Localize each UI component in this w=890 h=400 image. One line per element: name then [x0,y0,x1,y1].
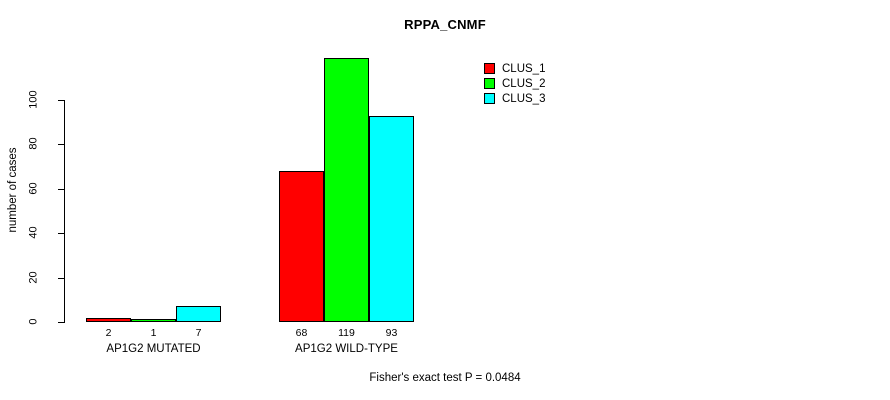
legend-item-label: CLUS_2 [502,77,546,90]
bar-value-label: 68 [295,327,308,339]
y-axis-tick [58,277,64,279]
legend-item-clus_3: CLUS_3 [484,91,545,106]
legend-swatch-icon [484,93,495,104]
y-axis-tick [58,188,64,190]
y-axis-line [64,100,65,323]
y-axis-tick-label: 100 [10,90,54,108]
y-axis-tick-label-text: 40 [27,226,40,239]
bar-value-label: 1 [150,327,157,339]
legend: CLUS_1 CLUS_2 CLUS_3 [484,61,545,106]
bar-clus_3-2 [369,115,414,322]
legend-item-label: CLUS_3 [502,92,546,105]
group-label-1: AP1G2 MUTATED [106,343,201,355]
y-axis-tick-label-text: 60 [27,182,40,195]
y-axis-tick-label-text: 100 [27,90,40,109]
y-axis-tick-label-text: 20 [27,270,40,284]
bar-value-label: 2 [105,327,112,339]
bar-value-label: 119 [338,327,355,339]
y-axis-tick-label-text: 0 [27,318,40,325]
legend-item-clus_1: CLUS_1 [484,61,545,76]
page-title: RPPA_CNMF [404,17,486,32]
legend-swatch-icon [484,78,495,89]
legend-swatch-icon [484,63,495,74]
y-axis-tick [58,233,64,235]
y-axis-tick [58,322,64,323]
bar-clus_2-1 [131,319,176,322]
y-axis-title: number of cases [7,147,19,233]
bar-clus_3-1 [176,306,221,322]
bar-value-label: 93 [385,327,398,339]
bar-clus_1-2 [279,171,324,322]
y-axis-tick-label: 20 [10,271,54,284]
bar-value-label: 7 [195,327,202,339]
y-axis-tick [58,144,64,146]
legend-item-label: CLUS_1 [502,62,546,75]
bar-clus_1-1 [86,317,131,322]
legend-item-clus_2: CLUS_2 [484,76,545,91]
statistical-annotation: Fisher's exact test P = 0.0484 [369,372,521,384]
y-axis-tick-label: 0 [10,316,54,328]
group-label-2: AP1G2 WILD-TYPE [295,343,398,355]
y-axis-tick-label-text: 80 [27,137,40,151]
y-axis-tick [58,100,64,101]
bar-clus_2-2 [324,57,369,322]
